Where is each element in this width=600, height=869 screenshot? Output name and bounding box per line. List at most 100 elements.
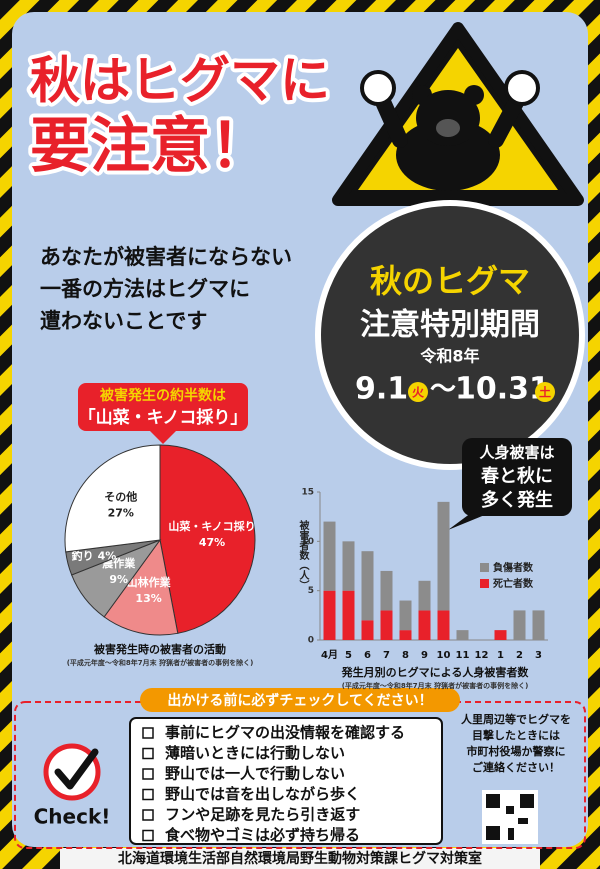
check-item: フンや足跡を見たら引き返す xyxy=(165,806,360,824)
check-item: 野山では音を出しながら歩く xyxy=(165,785,360,803)
checkbox xyxy=(142,788,154,801)
x-tick-label: 5 xyxy=(345,650,352,661)
bar-note: (平成元年度～令和8年7月末 狩猟者が被害者の事例を除く) xyxy=(342,681,529,690)
legend-label: 死亡者数 xyxy=(493,577,534,590)
pie-slice xyxy=(64,444,161,553)
x-tick-label: 11 xyxy=(456,650,470,661)
period-subtitle: 注意特別期間 xyxy=(360,308,540,343)
checkbox xyxy=(142,747,154,760)
x-tick-label: 7 xyxy=(383,650,390,661)
checkbox xyxy=(142,727,154,739)
bubble-text: 春と秋に xyxy=(481,465,553,487)
check-icon xyxy=(43,743,101,801)
qr-code xyxy=(482,790,538,844)
footer-band xyxy=(60,848,540,869)
legend-swatch xyxy=(480,579,489,588)
bar xyxy=(456,630,469,640)
contact-text: ご連絡ください！ xyxy=(472,760,560,774)
callout-text: 「山菜・キノコ採り」 xyxy=(79,407,248,428)
contact-text: 目撃したときには xyxy=(472,728,560,742)
bar xyxy=(342,590,355,640)
pie-title: 被害発生時の被害者の活動 xyxy=(94,642,226,656)
bar xyxy=(418,610,431,640)
pie-category: 釣り xyxy=(72,549,94,563)
bar xyxy=(380,570,393,611)
contact-text: 人里周辺等でヒグマを xyxy=(461,712,571,726)
callout-box xyxy=(78,383,248,431)
check-title-bg xyxy=(140,688,460,712)
headline: 要注意！ xyxy=(30,112,270,182)
x-tick-label: 12 xyxy=(475,650,489,661)
check-box xyxy=(129,717,443,845)
bubble-text: 人身被害は xyxy=(479,444,554,462)
headline: 秋はヒグマに xyxy=(30,52,330,110)
bar xyxy=(323,590,336,640)
y-tick-label: 15 xyxy=(301,488,314,498)
checkbox xyxy=(142,809,154,821)
check-item: 食べ物やゴミは必ず持ち帰る xyxy=(165,826,360,844)
message: 遭わないことです xyxy=(40,309,207,333)
bar xyxy=(437,501,450,611)
day-badge xyxy=(408,382,428,402)
pie-value-label: 27% xyxy=(108,506,134,519)
footer: 北海道環境生活部自然環境局野生動物対策課ヒグマ対策室 xyxy=(118,850,482,867)
y-tick-label: 5 xyxy=(308,586,314,596)
callout-text: 被害発生の約半数は xyxy=(100,387,226,404)
bubble-box xyxy=(462,438,572,516)
period-title: 秋のヒグマ xyxy=(370,262,530,300)
period-start-day: 火 xyxy=(412,386,425,400)
bar xyxy=(494,630,507,640)
x-tick-label: 8 xyxy=(402,650,409,661)
x-tick-label: 2 xyxy=(516,650,523,661)
pie-value-label: 13% xyxy=(135,592,161,605)
contact-text: 市町村役場か警察に xyxy=(467,744,566,758)
bar xyxy=(437,610,450,640)
pie-category: その他 xyxy=(104,489,137,503)
bar xyxy=(532,610,545,640)
bar xyxy=(399,600,412,631)
pie-slice xyxy=(103,538,179,636)
message: 一番の方法はヒグマに xyxy=(40,277,250,301)
bar-title: 発生月別のヒグマによる人身被害者数 xyxy=(341,665,530,679)
pie-value-label: 4% xyxy=(98,550,117,563)
checkbox xyxy=(142,768,154,780)
pie-value-label: 9% xyxy=(109,573,128,586)
bar xyxy=(323,521,336,591)
pie-note: (平成元年度～令和8年7月末 狩猟者が被害者の事例を除く) xyxy=(67,658,254,667)
y-tick-label: 10 xyxy=(301,537,314,547)
x-tick-label: 4月 xyxy=(321,649,338,661)
period-circle xyxy=(315,200,585,470)
check-item: 薄暗いときには行動しない xyxy=(165,744,345,762)
x-tick-label: 1 xyxy=(497,650,504,661)
bar xyxy=(380,610,393,640)
bubble-tail xyxy=(448,510,492,530)
x-tick-label: 6 xyxy=(364,650,371,661)
callout-arrow xyxy=(150,431,176,444)
pie-value-label: 47% xyxy=(199,536,225,549)
bar xyxy=(418,580,431,611)
period-separator: ～ xyxy=(430,375,456,405)
check-badge: Check! xyxy=(34,805,111,829)
period-start: 9.1 xyxy=(355,372,408,407)
bar xyxy=(399,630,412,640)
bar xyxy=(361,551,374,621)
bar xyxy=(513,610,526,640)
period-year: 令和8年 xyxy=(419,347,479,366)
x-tick-label: 9 xyxy=(421,650,428,661)
pie-category: 山林作業 xyxy=(127,575,172,589)
pie-slice xyxy=(159,444,256,634)
x-tick-label: 10 xyxy=(437,650,451,661)
check-title: 出かける前に必ずチェックしてください！ xyxy=(167,692,432,709)
y-tick-label: 0 xyxy=(308,636,314,646)
period-end-day: 土 xyxy=(539,385,551,400)
bar xyxy=(361,620,374,640)
bubble-text: 多く発生 xyxy=(481,489,553,511)
legend-swatch xyxy=(480,563,489,572)
x-tick-label: 3 xyxy=(535,650,542,661)
pie-category: 山菜・キノコ採り xyxy=(168,519,255,533)
period-end: 10.31 xyxy=(455,372,550,407)
checkbox xyxy=(142,829,154,842)
check-item: 事前にヒグマの出没情報を確認する xyxy=(165,724,405,742)
